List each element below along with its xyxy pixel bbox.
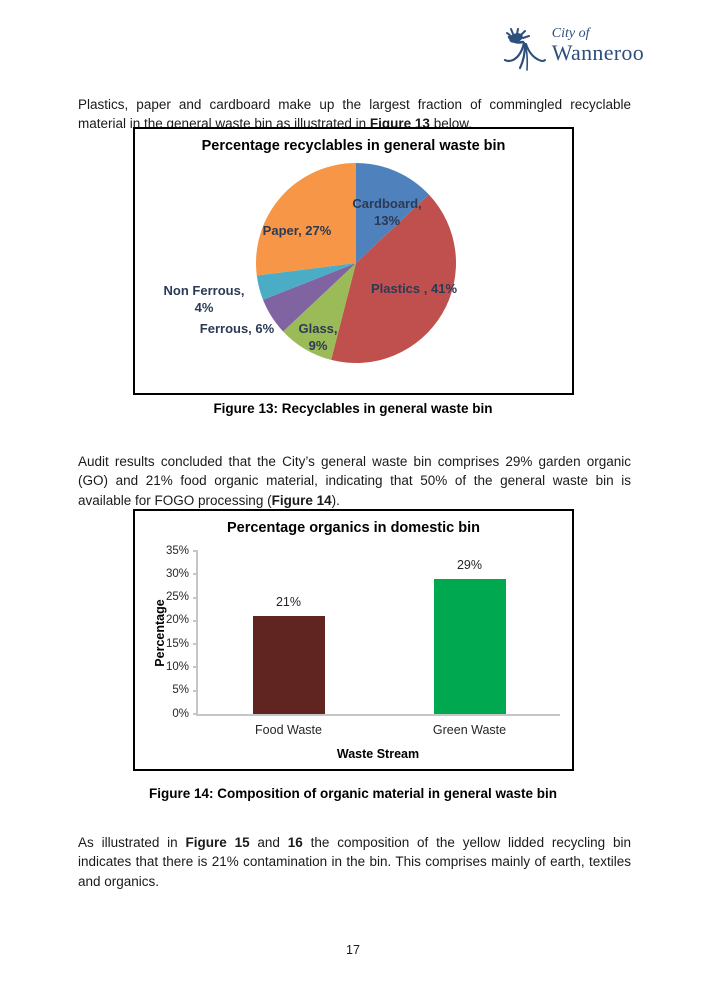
pie-slice-non-ferrous bbox=[256, 263, 356, 300]
text-segment: and bbox=[249, 834, 288, 850]
bar-chart-y-axis-title: Percentage bbox=[153, 599, 167, 667]
logo-wanneroo-text: Wanneroo bbox=[551, 40, 644, 66]
wanneroo-plant-logo-icon bbox=[503, 28, 546, 71]
y-axis-tick-label: 35% bbox=[165, 544, 189, 557]
y-axis-tick-mark bbox=[193, 643, 198, 646]
y-axis-tick-mark bbox=[193, 550, 198, 552]
text-segment: Plastics, paper and cardboard make up th… bbox=[78, 96, 631, 132]
figure-reference: Figure 15 bbox=[185, 834, 250, 850]
y-axis-tick-label: 20% bbox=[165, 614, 189, 627]
bar-slot: 29% bbox=[379, 551, 560, 714]
bar-value-label: 29% bbox=[456, 557, 483, 572]
y-axis-tick-mark bbox=[193, 689, 198, 692]
figure-reference: Figure 14 bbox=[271, 492, 332, 508]
figure-reference: 16 bbox=[287, 834, 303, 850]
y-axis-tick-mark bbox=[193, 713, 198, 715]
y-axis-tick-mark bbox=[193, 666, 198, 669]
figure14-frame: Percentage organics in domestic bin Perc… bbox=[133, 509, 574, 771]
pie-slice-cardboard bbox=[356, 163, 429, 263]
pie-chart-title: Percentage recyclables in general waste … bbox=[201, 138, 506, 154]
bar-value-label: 21% bbox=[275, 595, 302, 610]
bar-slot: 21% bbox=[198, 551, 379, 714]
paragraph-recycling-contamination: As illustrated in Figure 15 and 16 the c… bbox=[78, 833, 631, 892]
bar-chart-x-axis-title: Waste Stream bbox=[336, 747, 420, 761]
y-axis-tick-label: 0% bbox=[172, 707, 189, 720]
bar-chart-plot-area: 35% 30% 25% 20% 15% 10% 5% 0% 21% Food Waste 29% Gr… bbox=[166, 545, 560, 737]
pie-slice-label-paper: Paper, 27% bbox=[263, 223, 332, 238]
y-axis-tick-label: 10% bbox=[165, 660, 189, 673]
text-segment: ). bbox=[331, 492, 340, 508]
pie-slice-label-plastics: Plastics , 41% bbox=[371, 281, 457, 296]
pie-slice-label-glass: Glass, 9% bbox=[298, 321, 337, 353]
figure13-frame: Cardboard, 13% Plastics , 41% Glass, 9% Ferro… bbox=[133, 127, 574, 395]
figure13-caption: Figure 13: Recyclables in general waste … bbox=[213, 401, 493, 416]
figure14-caption: Figure 14: Composition of organic materi… bbox=[148, 786, 558, 801]
text-segment: Audit results concluded that the City’s … bbox=[78, 453, 631, 508]
pie-slice-label-ferrous: Ferrous, 6% bbox=[200, 321, 275, 336]
pie-slice-paper bbox=[256, 163, 356, 276]
x-category-label: Green Waste bbox=[432, 723, 507, 737]
pie-slice-plastics bbox=[331, 194, 457, 364]
x-category-label: Food Waste bbox=[255, 723, 322, 737]
y-axis-tick-label: 25% bbox=[165, 591, 189, 604]
pie-slice-glass bbox=[283, 263, 356, 360]
pie-slice-label-non-ferrous: Non Ferrous, 4% bbox=[164, 283, 245, 315]
logo-city-of-text: City of bbox=[551, 26, 590, 41]
page-number: 17 bbox=[346, 943, 360, 957]
y-axis-tick-mark bbox=[193, 596, 198, 599]
pie-slice-ferrous bbox=[263, 263, 356, 332]
y-axis-tick-label: 5% bbox=[172, 684, 189, 697]
bar-green-waste bbox=[433, 578, 506, 714]
pie-slice-label-cardboard: Cardboard, 13% bbox=[352, 196, 421, 228]
pie-chart: Cardboard, 13% Plastics , 41% Glass, 9% Ferro… bbox=[164, 163, 457, 364]
bar-food-waste bbox=[252, 616, 325, 714]
text-segment: As illustrated in bbox=[78, 834, 186, 850]
y-axis-tick-label: 30% bbox=[165, 567, 189, 580]
y-axis-tick-label: 15% bbox=[165, 637, 189, 650]
y-axis-tick-mark bbox=[193, 573, 198, 576]
text-segment: the composition of the yellow lidded rec… bbox=[78, 834, 631, 889]
city-of-wanneroo-logo: City of Wanneroo bbox=[501, 26, 644, 72]
paragraph-audit-results: Audit results concluded that the City’s … bbox=[78, 452, 631, 511]
y-axis-tick-mark bbox=[193, 619, 198, 622]
bar-chart-title: Percentage organics in domestic bin bbox=[226, 520, 480, 536]
